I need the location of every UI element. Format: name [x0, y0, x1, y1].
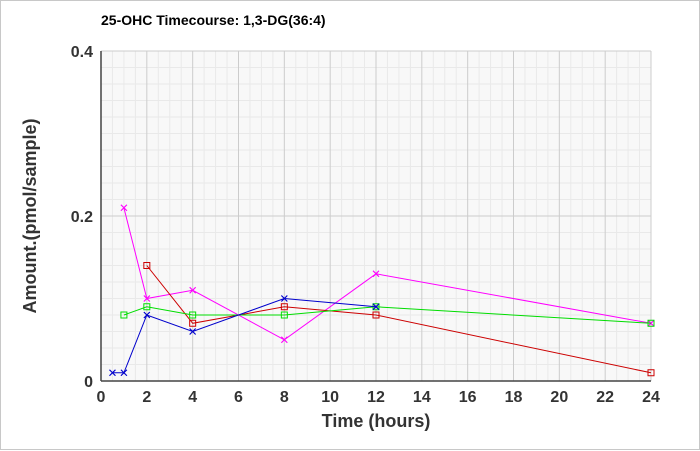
x-tick-label: 10	[321, 389, 339, 406]
chart-title: 25-OHC Timecourse: 1,3-DG(36:4)	[101, 12, 326, 28]
data-point	[120, 311, 128, 319]
x-tick-label: 24	[642, 389, 660, 406]
data-point	[189, 328, 197, 335]
data-point	[372, 270, 380, 278]
x-tick-label: 6	[234, 389, 243, 406]
x-tick-label: 12	[367, 389, 385, 406]
data-point	[143, 303, 151, 311]
grid	[100, 50, 652, 382]
y-tick-label: 0.4	[71, 44, 93, 61]
x-tick-label: 20	[550, 389, 568, 406]
series-line	[112, 297, 377, 374]
data-point	[189, 286, 197, 294]
series-line	[146, 265, 652, 374]
x-tick-label: 0	[97, 389, 106, 406]
data-point	[143, 311, 151, 319]
data-point	[120, 204, 128, 212]
data-point	[647, 319, 655, 327]
x-tick-label: 4	[188, 389, 197, 406]
x-tick-label: 16	[459, 389, 477, 406]
data-point	[647, 369, 655, 377]
data-point	[109, 369, 116, 377]
x-tick-label: 8	[280, 389, 289, 406]
y-tick-label: 0	[84, 374, 93, 391]
data-point	[280, 336, 288, 344]
data-point	[189, 319, 197, 327]
data-point	[372, 311, 380, 319]
x-tick-label: 18	[505, 389, 523, 406]
data-point	[280, 311, 288, 319]
data-point	[143, 295, 151, 302]
data-point	[189, 311, 197, 319]
data-point	[372, 303, 380, 311]
series-2	[143, 262, 655, 377]
data-point	[143, 262, 151, 269]
series-4	[109, 295, 380, 377]
x-tick-label: 2	[142, 389, 151, 406]
x-axis-label: Time (hours)	[322, 411, 431, 431]
data-point	[120, 369, 128, 377]
y-tick-label: 0.2	[71, 209, 93, 226]
axes	[100, 51, 651, 382]
data-point	[280, 295, 288, 302]
series-group	[109, 204, 655, 377]
x-tick-label: 22	[596, 389, 614, 406]
x-tick-label: 14	[413, 389, 431, 406]
data-point	[280, 303, 288, 311]
y-axis-label: Amount.(pmol/sample)	[20, 118, 40, 313]
